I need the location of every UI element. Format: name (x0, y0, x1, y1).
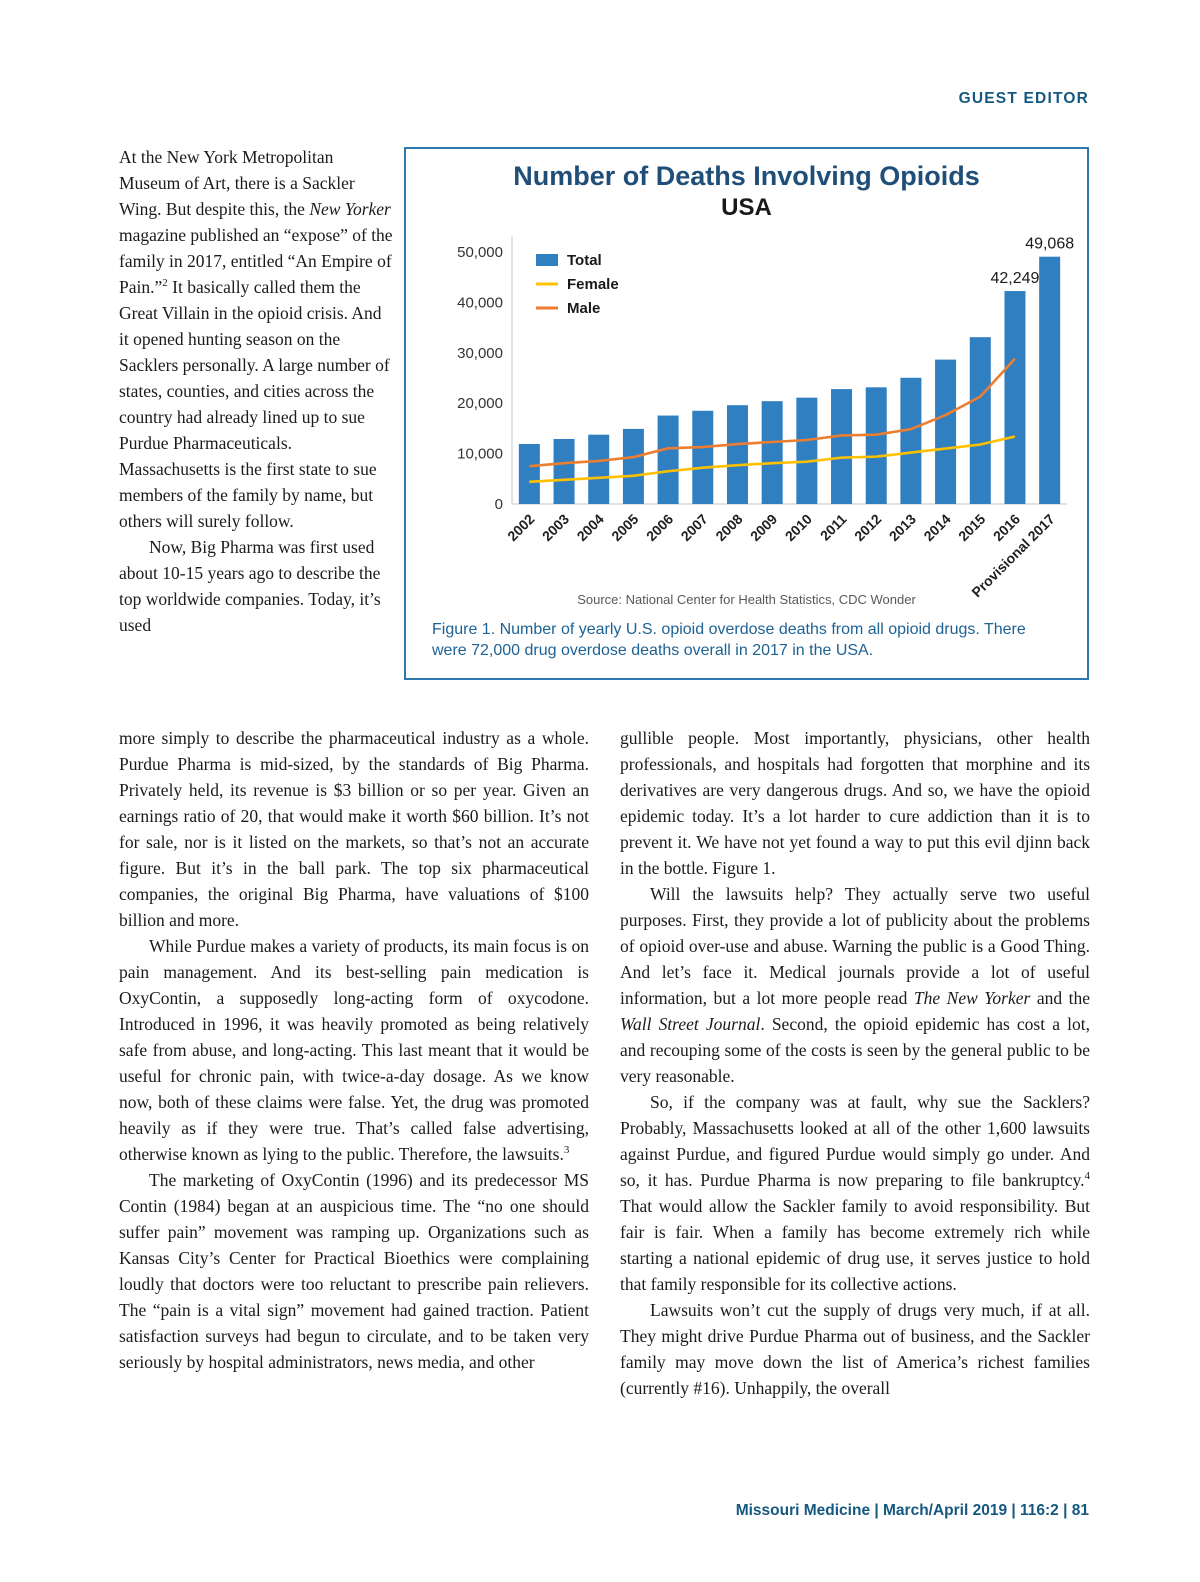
svg-text:2012: 2012 (850, 511, 883, 544)
paragraph: Now, Big Pharma was first used about 10-… (119, 537, 381, 635)
svg-text:49,068: 49,068 (1025, 236, 1074, 253)
svg-text:42,249: 42,249 (990, 270, 1039, 287)
svg-text:2002: 2002 (504, 511, 537, 544)
svg-text:10,000: 10,000 (457, 446, 503, 463)
svg-text:Female: Female (567, 276, 619, 293)
svg-text:2005: 2005 (608, 511, 641, 544)
paragraph: While Purdue makes a variety of products… (119, 936, 589, 1164)
svg-text:30,000: 30,000 (457, 345, 503, 362)
paragraph: So, if the company was at fault, why sue… (620, 1092, 1090, 1294)
page-header: GUEST EDITOR (958, 90, 1089, 107)
svg-text:2010: 2010 (781, 511, 814, 544)
svg-text:40,000: 40,000 (457, 294, 503, 311)
svg-text:2003: 2003 (538, 511, 571, 544)
paragraph: more simply to describe the pharmaceutic… (119, 728, 589, 930)
paragraph: gullible people. Most importantly, physi… (620, 728, 1090, 878)
figure-1: Number of Deaths Involving Opioids USA 0… (404, 147, 1089, 680)
page-footer: Missouri Medicine | March/April 2019 | 1… (735, 1502, 1089, 1519)
svg-text:2013: 2013 (885, 511, 918, 544)
paragraph: The marketing of OxyContin (1996) and it… (119, 1170, 589, 1372)
chart-source: Source: National Center for Health Stati… (577, 592, 916, 607)
svg-text:2008: 2008 (712, 511, 745, 544)
svg-text:20,000: 20,000 (457, 395, 503, 412)
svg-text:50,000: 50,000 (457, 244, 503, 261)
svg-text:2011: 2011 (816, 511, 849, 544)
svg-text:2009: 2009 (746, 511, 779, 544)
svg-text:0: 0 (494, 496, 502, 513)
svg-text:2006: 2006 (642, 511, 675, 544)
right-column: gullible people. Most importantly, physi… (620, 725, 1090, 1401)
paragraph: Lawsuits won’t cut the supply of drugs v… (620, 1300, 1090, 1398)
svg-text:2004: 2004 (573, 511, 606, 544)
paragraph: At the New York Metropolitan Museum of A… (119, 147, 393, 531)
opioid-deaths-chart: 0 10,000 20,000 30,000 40,000 50,000 42,249 49,… (457, 236, 1074, 601)
chart-subtitle: USA (721, 194, 772, 221)
intro-column: At the New York Metropolitan Museum of A… (119, 144, 395, 638)
svg-text:2007: 2007 (677, 511, 710, 544)
svg-text:2015: 2015 (955, 511, 988, 544)
svg-text:Total: Total (567, 252, 602, 269)
svg-text:Male: Male (567, 300, 600, 317)
chart-title: Number of Deaths Involving Opioids (513, 161, 980, 191)
left-column: more simply to describe the pharmaceutic… (119, 725, 589, 1375)
figure-caption: Figure 1. Number of yearly U.S. opioid o… (432, 621, 1026, 659)
svg-text:2014: 2014 (920, 511, 953, 544)
paragraph: Will the lawsuits help? They actually se… (620, 884, 1090, 1086)
